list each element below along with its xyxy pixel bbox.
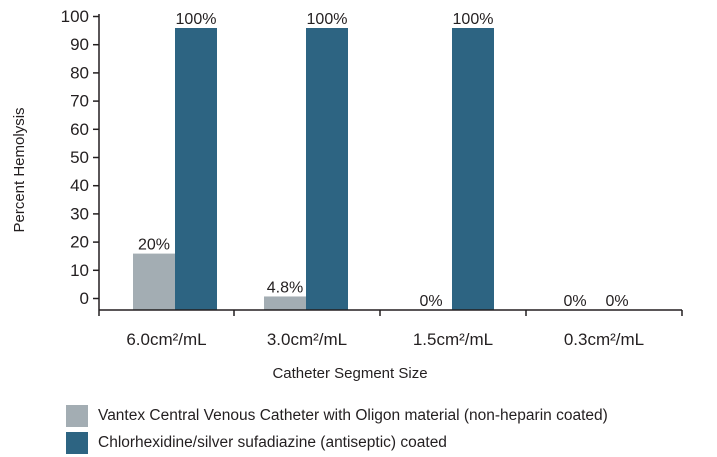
bar-antiseptic: [452, 28, 494, 310]
data-label: 100%: [307, 11, 348, 28]
y-axis-title: Percent Hemolysis: [11, 107, 28, 232]
x-axis-title: Catheter Segment Size: [272, 365, 427, 382]
data-label: 0%: [419, 293, 442, 310]
category-labels: 6.0cm²/mL 3.0cm²/mL 1.5cm²/mL 0.3cm²/mL: [126, 330, 644, 349]
bar-oligon: [264, 296, 306, 310]
bar-chart: 0 10 20 30 40 50 60 70 80 90 100 20% 4.8% 0% 100% 100%…: [11, 7, 683, 382]
data-label: 0%: [563, 293, 586, 310]
y-tick-label: 20: [70, 233, 89, 252]
y-tick-label: 80: [70, 63, 89, 82]
x-tick-label: 3.0cm²/mL: [267, 330, 347, 349]
x-tick-label: 6.0cm²/mL: [126, 330, 206, 349]
y-tick-label: 100: [61, 7, 89, 26]
bar-oligon: [133, 253, 175, 310]
legend-item-antiseptic: Chlorhexidine/silver sufadiazine (antise…: [66, 429, 608, 456]
data-label: 100%: [453, 11, 494, 28]
bars: [133, 28, 494, 310]
y-tick-label: 90: [70, 35, 89, 54]
legend-swatch-oligon: [66, 404, 88, 427]
legend-item-oligon: Vantex Central Venous Catheter with Olig…: [66, 402, 608, 429]
bar-antiseptic: [306, 28, 348, 310]
data-labels: 20% 4.8% 0% 100% 100% 100% 0% 0%: [138, 11, 629, 310]
y-axis-ticks: 0 10 20 30 40 50 60 70 80 90 100: [61, 7, 100, 310]
y-tick-label: 40: [70, 176, 89, 195]
legend: Vantex Central Venous Catheter with Olig…: [66, 402, 608, 456]
x-axis: [98, 309, 683, 316]
y-tick-label: 60: [70, 120, 89, 139]
data-label: 20%: [138, 237, 170, 254]
y-tick-label: 70: [70, 92, 89, 111]
data-label: 100%: [176, 11, 217, 28]
legend-label-oligon: Vantex Central Venous Catheter with Olig…: [98, 406, 608, 424]
data-label: 4.8%: [267, 279, 303, 296]
bar-antiseptic: [175, 28, 217, 310]
y-tick-label: 0: [80, 289, 89, 308]
y-tick-label: 30: [70, 204, 89, 223]
x-tick-label: 1.5cm²/mL: [413, 330, 493, 349]
x-tick-label: 0.3cm²/mL: [564, 330, 644, 349]
data-label: 0%: [605, 293, 628, 310]
legend-swatch-antiseptic: [66, 431, 88, 454]
y-tick-label: 50: [70, 148, 89, 167]
y-tick-label: 10: [70, 261, 89, 280]
legend-label-antiseptic: Chlorhexidine/silver sufadiazine (antise…: [98, 433, 447, 451]
